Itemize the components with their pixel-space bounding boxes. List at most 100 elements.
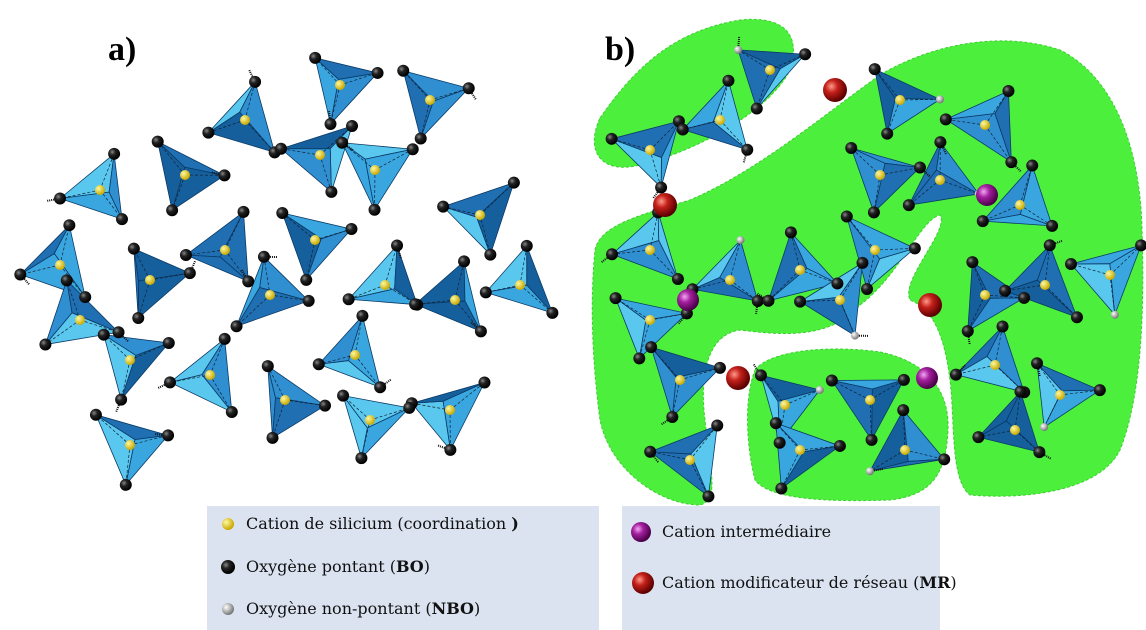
bridging-oxygen: [403, 402, 415, 414]
silicon-atom: [370, 165, 380, 175]
bridging-oxygen: [752, 295, 764, 307]
bridging-oxygen: [610, 292, 622, 304]
bridging-oxygen: [934, 136, 946, 148]
bridging-oxygen: [337, 390, 349, 402]
silicon-atom: [865, 395, 875, 405]
legend-text: Cation de silicium (coordination ): [246, 514, 519, 533]
bridging-oxygen: [313, 358, 325, 370]
bridging-oxygen: [478, 377, 490, 389]
bridging-oxygen: [546, 307, 558, 319]
bridging-oxygen: [249, 76, 261, 88]
bridging-oxygen: [869, 63, 881, 75]
molecule-network: [14, 36, 1146, 502]
silicon-atom: [75, 315, 85, 325]
silicon-atom: [715, 115, 725, 125]
bridging-oxygen: [774, 437, 786, 449]
bridging-oxygen: [897, 404, 909, 416]
bridging-oxygen: [841, 210, 853, 222]
bridging-oxygen: [113, 326, 125, 338]
silicon-atom: [315, 150, 325, 160]
bridging-oxygen: [861, 283, 873, 295]
bridging-oxygen: [762, 295, 774, 307]
bridging-oxygen: [343, 293, 355, 305]
silicon-atom: [725, 275, 735, 285]
legend-text: Oxygène non-pontant (NBO): [246, 599, 480, 618]
bridging-oxygen: [409, 298, 421, 310]
silicon-atom: [125, 440, 135, 450]
silicon-atom: [365, 415, 375, 425]
silicon-atom: [450, 295, 460, 305]
bridging-oxygen: [1014, 386, 1026, 398]
modifier-cation: [653, 193, 677, 217]
bridging-oxygen: [14, 269, 26, 281]
bridging-oxygen: [63, 219, 75, 231]
bridging-oxygen: [163, 337, 175, 349]
bridging-oxygen: [677, 124, 689, 136]
panel-label: a): [108, 31, 136, 68]
bridging-oxygen: [972, 431, 984, 443]
bridging-oxygen: [950, 369, 962, 381]
silicon-atom: [265, 290, 275, 300]
bridging-oxygen: [152, 136, 164, 148]
bridging-oxygen: [369, 204, 381, 216]
silicon-atom: [645, 145, 655, 155]
bridging-oxygen: [940, 113, 952, 125]
silicon-atom: [350, 350, 360, 360]
figure: a) b) Cation de silicium (coordination )…: [0, 0, 1146, 630]
bridging-oxygen: [909, 242, 921, 254]
bridging-oxygen: [98, 329, 110, 341]
bridging-oxygen: [324, 118, 336, 130]
bridging-oxygen: [54, 192, 66, 204]
silicon-atom: [780, 400, 790, 410]
silicon-atom: [220, 245, 230, 255]
bridging-oxygen: [202, 127, 214, 139]
bridging-oxygen: [108, 148, 120, 160]
bridging-oxygen: [1018, 292, 1030, 304]
silicon-atom: [645, 315, 655, 325]
bridging-oxygen: [162, 429, 174, 441]
bridging-oxygen: [475, 325, 487, 337]
bridging-oxygen: [242, 275, 254, 287]
bridging-oxygen: [1046, 220, 1058, 232]
bridging-oxygen: [606, 133, 618, 145]
tetrahedron-face: [60, 154, 114, 199]
silicon-atom: [95, 185, 105, 195]
bridging-oxygen: [300, 274, 312, 286]
bridging-oxygen: [219, 333, 231, 345]
bridging-oxygen: [711, 419, 723, 431]
bridging-oxygen: [484, 249, 496, 261]
bridging-oxygen: [794, 296, 806, 308]
silicon-atom: [475, 210, 485, 220]
non-bridging-oxygen: [936, 95, 944, 103]
bridging-oxygen: [115, 394, 127, 406]
bridging-oxygen: [480, 286, 492, 298]
bridging-oxygen: [770, 417, 782, 429]
bridging-oxygen: [444, 444, 456, 456]
silicon-atom: [980, 290, 990, 300]
bridging-oxygen: [868, 206, 880, 218]
bridging-oxygen: [132, 312, 144, 324]
silicon-atom: [205, 370, 215, 380]
bridging-oxygen: [881, 128, 893, 140]
bridging-oxygen: [303, 295, 315, 307]
silicon-atom: [1105, 270, 1115, 280]
bridging-oxygen: [903, 199, 915, 211]
bridging-oxygen: [655, 181, 667, 193]
bridging-oxygen: [39, 338, 51, 350]
bridging-oxygen: [309, 52, 321, 64]
bridging-oxygen: [345, 223, 357, 235]
silicon-atom: [990, 360, 1000, 370]
bridging-oxygen: [999, 285, 1011, 297]
bridging-oxygen: [336, 137, 348, 149]
bridging-oxygen: [355, 452, 367, 464]
modifier-cation: [918, 293, 942, 317]
bridging-oxygen: [977, 215, 989, 227]
bridging-oxygen: [325, 186, 337, 198]
bridging-oxygen: [262, 360, 274, 372]
bridging-oxygen: [374, 381, 386, 393]
silicon-atom: [875, 170, 885, 180]
legend-icon: [221, 560, 235, 574]
silicon-atom: [835, 295, 845, 305]
bridging-oxygen: [845, 142, 857, 154]
bridging-oxygen: [785, 226, 797, 238]
